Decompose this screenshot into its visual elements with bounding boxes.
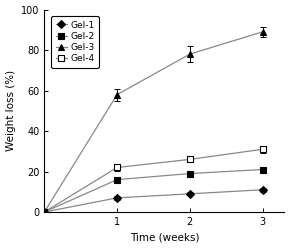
X-axis label: Time (weeks): Time (weeks): [130, 232, 199, 243]
Y-axis label: Weight loss (%): Weight loss (%): [6, 70, 16, 151]
Legend: Gel-1, Gel-2, Gel-3, Gel-4: Gel-1, Gel-2, Gel-3, Gel-4: [51, 16, 99, 68]
